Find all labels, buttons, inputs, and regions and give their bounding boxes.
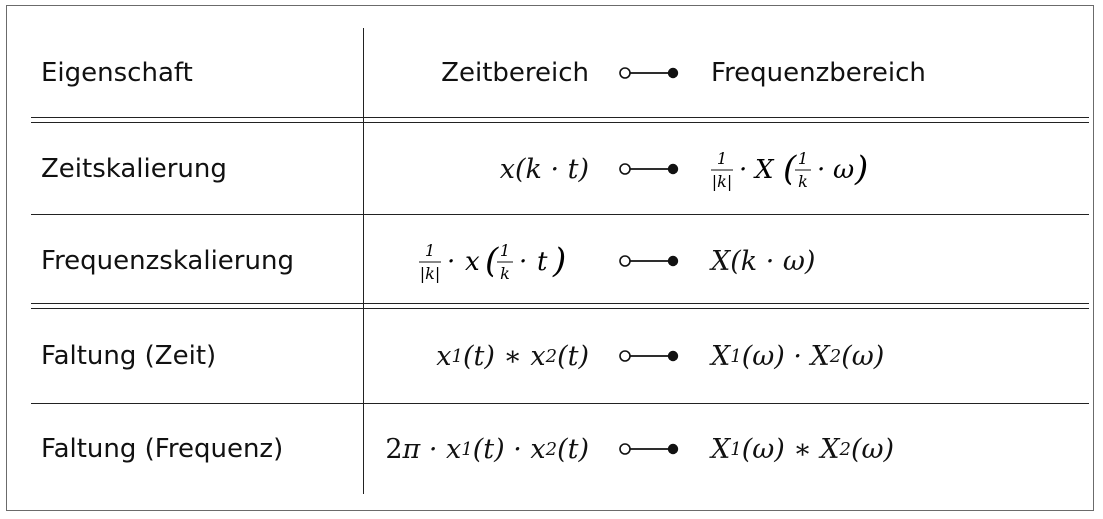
row-divider — [31, 403, 1089, 405]
header-property: Eigenschaft — [41, 58, 193, 88]
header-frequency-domain: Frequenzbereich — [711, 58, 926, 88]
svg-text:X: X — [753, 155, 775, 185]
section-double-rule-bottom — [31, 308, 1089, 310]
property-label: Frequenzskalierung — [41, 246, 294, 276]
svg-text:): ) — [854, 149, 868, 189]
table-header-row: Eigenschaft Zeitbereich Frequenzbereich — [31, 28, 1089, 118]
svg-text:|k|: |k| — [712, 172, 732, 191]
header-time-domain: Zeitbereich — [441, 58, 589, 88]
svg-text:(: ( — [783, 149, 797, 189]
correspondence-arrow-icon — [617, 216, 683, 306]
svg-text:1: 1 — [717, 149, 727, 168]
svg-text:(: ( — [485, 241, 499, 281]
svg-text:·: · — [817, 155, 825, 185]
svg-text:|k|: |k| — [420, 264, 440, 283]
correspondence-arrow-icon — [617, 124, 683, 214]
frequency-expression: 1 |k| · X ( 1 k · ω ) — [711, 124, 901, 214]
table-row: Zeitskalierung x(k · t) 1 |k| · X ( 1 k … — [31, 124, 1089, 214]
correspondence-arrow-icon — [617, 404, 683, 494]
property-label: Zeitskalierung — [41, 154, 227, 184]
frequency-expression: X 1 (ω) ∗ X 2 (ω) — [711, 433, 895, 465]
svg-text:·: · — [447, 247, 455, 277]
property-label: Faltung (Frequenz) — [41, 434, 284, 464]
svg-text:): ) — [552, 241, 566, 281]
table-row: Frequenzskalierung 1 |k| · x ( 1 k · t ) — [31, 216, 1089, 306]
section-double-rule-top — [31, 303, 1089, 305]
svg-text:1: 1 — [798, 149, 808, 168]
fourier-properties-table: Eigenschaft Zeitbereich Frequenzbereich … — [31, 28, 1089, 496]
time-expression: x 1 (t) ∗ x 2 (t) — [436, 340, 589, 372]
frequency-expression: X 1 (ω) · X 2 (ω) — [711, 340, 885, 372]
svg-text:k: k — [798, 172, 808, 191]
svg-text:·: · — [739, 155, 747, 185]
svg-text:1: 1 — [425, 241, 435, 260]
correspondence-arrow-icon — [617, 28, 683, 118]
svg-text:k: k — [500, 264, 510, 283]
row-divider — [31, 214, 1089, 216]
svg-text:ω: ω — [833, 155, 854, 185]
table-row: Faltung (Zeit) x 1 (t) ∗ x 2 (t) X 1 (ω) · X 2(… — [31, 311, 1089, 401]
header-double-rule-top — [31, 117, 1089, 119]
time-expression: x(k · t) — [499, 153, 589, 185]
frequency-expression: X(k · ω) — [711, 245, 816, 277]
svg-text:·: · — [519, 247, 527, 277]
header-double-rule-bottom — [31, 122, 1089, 124]
property-label: Faltung (Zeit) — [41, 341, 217, 371]
svg-text:t: t — [537, 247, 548, 277]
svg-text:1: 1 — [500, 241, 510, 260]
figure-frame: Eigenschaft Zeitbereich Frequenzbereich … — [6, 5, 1094, 511]
column-separator — [363, 28, 365, 494]
time-expression: 1 |k| · x ( 1 k · t ) — [419, 216, 589, 306]
svg-text:x: x — [465, 247, 480, 277]
correspondence-arrow-icon — [617, 311, 683, 401]
